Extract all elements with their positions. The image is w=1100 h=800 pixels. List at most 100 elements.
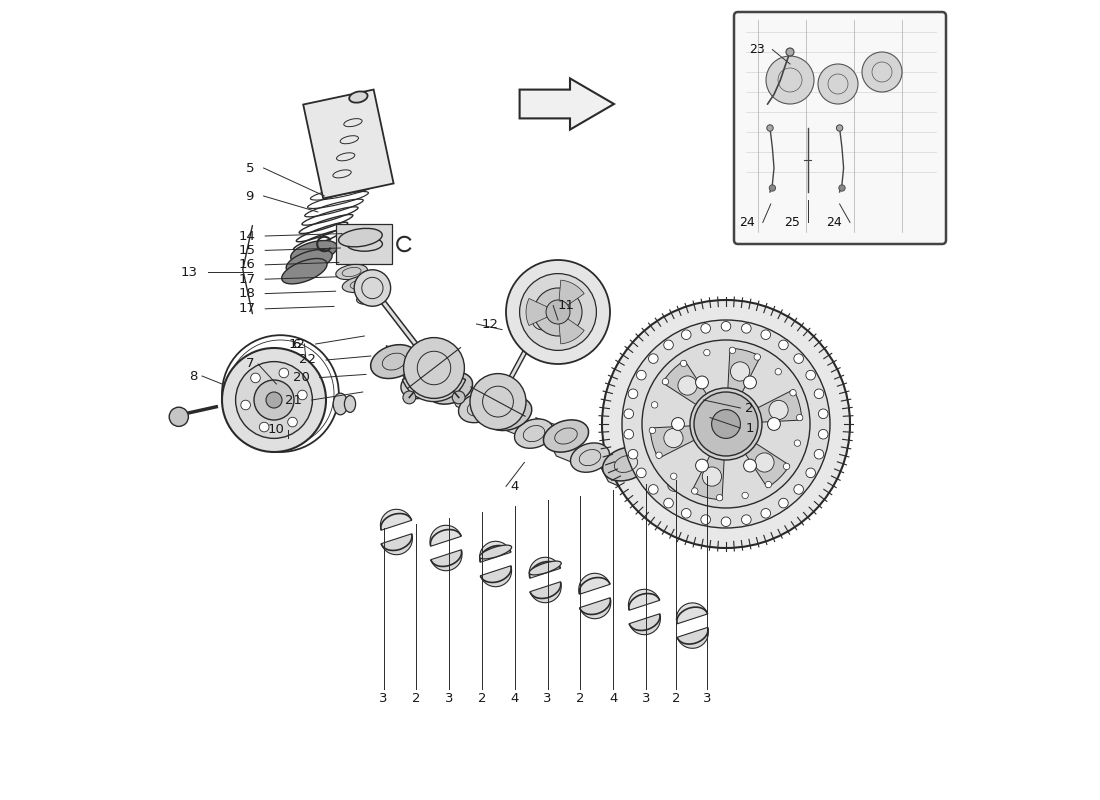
Wedge shape — [529, 558, 560, 578]
Circle shape — [519, 274, 596, 350]
FancyBboxPatch shape — [734, 12, 946, 244]
Circle shape — [649, 354, 658, 363]
Circle shape — [672, 418, 684, 430]
Text: 15: 15 — [239, 244, 255, 257]
Text: 12: 12 — [481, 318, 498, 330]
Circle shape — [628, 450, 638, 459]
Polygon shape — [486, 392, 534, 442]
Ellipse shape — [485, 397, 531, 430]
Circle shape — [818, 430, 828, 439]
Circle shape — [695, 376, 708, 389]
Circle shape — [235, 362, 312, 438]
Text: 3: 3 — [641, 692, 650, 705]
Circle shape — [769, 400, 788, 419]
Circle shape — [602, 300, 850, 548]
Circle shape — [712, 410, 740, 438]
Circle shape — [790, 390, 796, 396]
Ellipse shape — [603, 447, 649, 481]
Circle shape — [794, 440, 801, 446]
Ellipse shape — [344, 396, 355, 413]
Wedge shape — [558, 312, 584, 344]
Circle shape — [663, 340, 673, 350]
Text: 13: 13 — [182, 266, 198, 278]
Circle shape — [621, 320, 830, 528]
Text: 3: 3 — [444, 692, 453, 705]
Circle shape — [761, 509, 771, 518]
Text: 2: 2 — [576, 692, 585, 705]
Wedge shape — [558, 280, 584, 312]
Ellipse shape — [515, 419, 553, 448]
Text: 4: 4 — [609, 692, 617, 705]
Circle shape — [649, 485, 658, 494]
Ellipse shape — [400, 370, 440, 398]
Text: 23: 23 — [749, 43, 764, 56]
Text: 9: 9 — [245, 190, 254, 202]
Wedge shape — [692, 424, 726, 500]
Circle shape — [722, 517, 730, 526]
Circle shape — [288, 418, 297, 427]
Polygon shape — [519, 78, 614, 130]
Ellipse shape — [428, 372, 473, 404]
Text: 1: 1 — [745, 422, 754, 434]
Wedge shape — [530, 582, 561, 602]
Circle shape — [794, 485, 803, 494]
Circle shape — [628, 389, 638, 398]
Text: 24: 24 — [739, 216, 755, 229]
Ellipse shape — [286, 250, 332, 274]
Text: 24: 24 — [826, 216, 842, 229]
Circle shape — [741, 492, 748, 498]
Circle shape — [664, 429, 683, 448]
Wedge shape — [650, 424, 726, 458]
Circle shape — [354, 270, 390, 306]
Circle shape — [768, 418, 780, 430]
Circle shape — [818, 409, 828, 418]
Circle shape — [806, 370, 815, 380]
Circle shape — [694, 392, 758, 456]
Circle shape — [251, 373, 261, 382]
Circle shape — [769, 185, 776, 191]
Wedge shape — [579, 574, 610, 594]
Circle shape — [806, 468, 815, 478]
Circle shape — [624, 409, 634, 418]
Ellipse shape — [342, 275, 382, 293]
Wedge shape — [726, 348, 760, 424]
Circle shape — [704, 350, 711, 356]
Ellipse shape — [349, 91, 367, 102]
Circle shape — [266, 392, 282, 408]
Circle shape — [624, 430, 634, 439]
Ellipse shape — [282, 258, 327, 284]
Circle shape — [722, 322, 730, 331]
Text: 3: 3 — [703, 692, 711, 705]
Circle shape — [761, 330, 771, 339]
Text: 21: 21 — [285, 394, 303, 406]
Circle shape — [681, 360, 686, 366]
Circle shape — [663, 498, 673, 508]
Circle shape — [767, 125, 773, 131]
Wedge shape — [481, 566, 512, 586]
Circle shape — [766, 482, 771, 488]
Ellipse shape — [339, 228, 382, 247]
Circle shape — [525, 303, 559, 337]
Wedge shape — [628, 590, 660, 610]
Circle shape — [794, 354, 803, 363]
Circle shape — [690, 388, 762, 460]
Text: 6: 6 — [292, 338, 300, 350]
Wedge shape — [403, 368, 465, 402]
Circle shape — [695, 459, 708, 472]
Text: 10: 10 — [267, 423, 285, 436]
Circle shape — [729, 347, 736, 354]
Circle shape — [814, 450, 824, 459]
Text: 22: 22 — [299, 354, 317, 366]
Text: 11: 11 — [558, 299, 575, 312]
Text: 25: 25 — [784, 216, 801, 229]
Text: 18: 18 — [239, 287, 255, 300]
Circle shape — [546, 300, 570, 324]
Circle shape — [681, 330, 691, 339]
Text: 17: 17 — [239, 273, 255, 286]
Circle shape — [241, 400, 251, 410]
Ellipse shape — [459, 394, 497, 422]
Text: 2: 2 — [412, 692, 420, 705]
Circle shape — [671, 473, 676, 479]
Ellipse shape — [336, 264, 367, 280]
Circle shape — [222, 348, 326, 452]
